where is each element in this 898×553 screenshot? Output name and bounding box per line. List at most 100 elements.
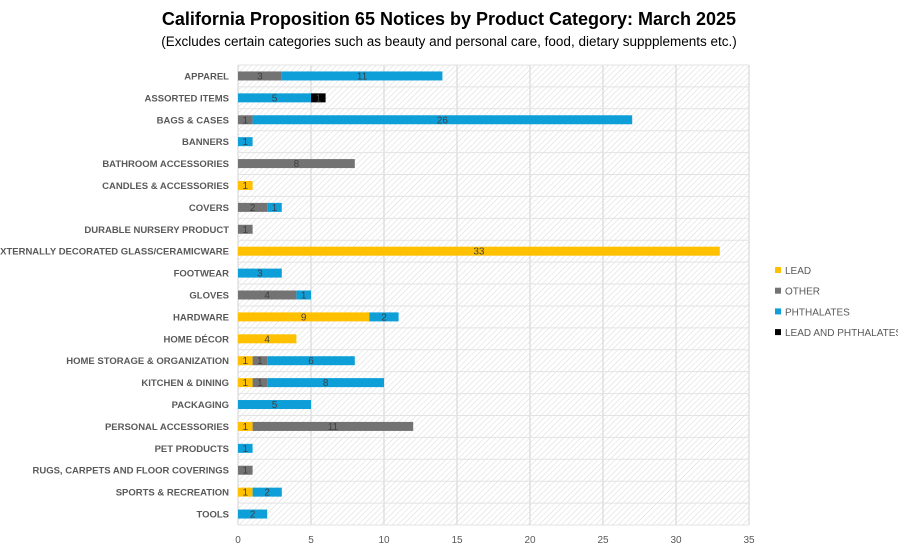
category-label: GLOVES xyxy=(189,291,229,302)
x-tick-label: 0 xyxy=(235,535,241,546)
bar-segment xyxy=(238,93,311,103)
category-label: HARDWARE xyxy=(173,312,229,323)
category-label: BATHROOM ACCESSORIES xyxy=(102,159,229,170)
bar-segment xyxy=(238,224,253,234)
category-label: EXTERNALLY DECORATED GLASS/CERAMICWARE xyxy=(0,247,229,258)
bar-segment xyxy=(238,356,253,366)
bar-segment xyxy=(238,487,253,497)
data-label: 6 xyxy=(308,356,314,367)
x-tick-label: 15 xyxy=(451,535,463,546)
category-label: COVERS xyxy=(189,203,229,214)
bar-segment xyxy=(369,312,399,322)
x-tick-label: 25 xyxy=(597,535,609,546)
legend-swatch xyxy=(775,287,781,294)
chart-subtitle: (Excludes certain categories such as bea… xyxy=(161,34,737,49)
category-label: APPAREL xyxy=(184,71,229,82)
bar-segment xyxy=(238,378,253,388)
data-label: 1 xyxy=(316,93,322,104)
bar-segment xyxy=(238,421,253,431)
data-label: 1 xyxy=(243,488,249,499)
data-label: 2 xyxy=(250,510,256,521)
data-label: 1 xyxy=(243,137,249,148)
bar-segment xyxy=(238,268,282,278)
bar-segment xyxy=(238,443,253,453)
bar-segment xyxy=(252,487,282,497)
category-label: SPORTS & RECREATION xyxy=(116,488,229,499)
bar-segment xyxy=(267,202,282,212)
legend-swatch xyxy=(775,308,781,315)
data-label: 1 xyxy=(272,203,278,214)
data-label: 1 xyxy=(243,444,249,455)
data-label: 5 xyxy=(272,400,278,411)
plot-area xyxy=(238,65,749,525)
bar-segment xyxy=(252,378,268,388)
data-label: 33 xyxy=(473,247,485,258)
data-label: 1 xyxy=(301,291,307,302)
category-label: PACKAGING xyxy=(172,400,229,411)
legend-label: LEAD AND PHTHALATES xyxy=(785,328,898,339)
data-label: 1 xyxy=(243,181,249,192)
category-label: KITCHEN & DINING xyxy=(141,378,229,389)
chart-title: California Proposition 65 Notices by Pro… xyxy=(161,9,737,29)
bar-segment xyxy=(238,400,311,410)
data-label: 1 xyxy=(243,225,249,236)
bar-segment xyxy=(238,312,370,322)
category-label: BANNERS xyxy=(182,137,229,148)
bar-segment xyxy=(252,421,414,431)
bar-segment xyxy=(296,290,311,300)
data-label: 1 xyxy=(243,422,249,433)
category-label: HOME STORAGE & ORGANIZATION xyxy=(66,356,229,367)
data-label: 11 xyxy=(357,71,368,82)
data-label: 8 xyxy=(323,378,329,389)
bar-segment xyxy=(238,334,297,344)
data-label: 8 xyxy=(294,159,300,170)
bar-segment xyxy=(238,159,355,169)
data-label: 1 xyxy=(243,378,249,389)
data-label: 2 xyxy=(381,312,387,323)
category-label: PERSONAL ACCESSORIES xyxy=(105,422,229,433)
x-tick-label: 30 xyxy=(670,535,682,546)
category-label: HOME DÉCOR xyxy=(164,334,230,345)
bar-segment xyxy=(238,509,268,519)
category-label: CANDLES & ACCESSORIES xyxy=(102,181,229,192)
bar-segment xyxy=(252,356,268,366)
x-tick-label: 5 xyxy=(308,535,314,546)
bar-segment xyxy=(238,115,253,125)
data-label: 1 xyxy=(243,115,249,126)
category-label: RUGS, CARPETS AND FLOOR COVERINGS xyxy=(32,466,229,477)
category-label: PET PRODUCTS xyxy=(155,444,229,455)
bar-segment xyxy=(281,71,443,81)
data-label: 1 xyxy=(243,356,249,367)
bar-segment xyxy=(252,115,633,125)
x-tick-label: 20 xyxy=(524,535,536,546)
legend-label: LEAD xyxy=(785,266,811,277)
data-label: 2 xyxy=(250,203,256,214)
data-label: 1 xyxy=(257,378,263,389)
data-label: 3 xyxy=(257,71,263,82)
bar-segment xyxy=(238,180,253,190)
bar-segment xyxy=(267,356,355,366)
category-label: TOOLS xyxy=(196,510,229,521)
category-label: DURABLE NURSERY PRODUCT xyxy=(84,225,229,236)
bar-segment xyxy=(267,378,384,388)
category-label: BAGS & CASES xyxy=(157,115,229,126)
data-label: 2 xyxy=(264,488,270,499)
legend-swatch xyxy=(775,267,781,273)
x-tick-label: 35 xyxy=(743,535,755,546)
data-label: 5 xyxy=(272,93,278,104)
legend-swatch xyxy=(775,329,781,336)
data-label: 26 xyxy=(437,115,449,126)
bar-segment xyxy=(238,71,282,81)
bar-segment xyxy=(238,202,268,212)
x-tick-label: 10 xyxy=(378,535,390,546)
data-label: 11 xyxy=(328,422,339,433)
bar-segment xyxy=(238,290,297,300)
data-label: 4 xyxy=(264,291,270,302)
bar-segment xyxy=(238,137,253,147)
bar-segment xyxy=(311,93,326,103)
data-label: 1 xyxy=(243,466,249,477)
data-label: 1 xyxy=(257,356,263,367)
data-label: 3 xyxy=(257,269,263,280)
category-label: ASSORTED ITEMS xyxy=(145,93,229,104)
